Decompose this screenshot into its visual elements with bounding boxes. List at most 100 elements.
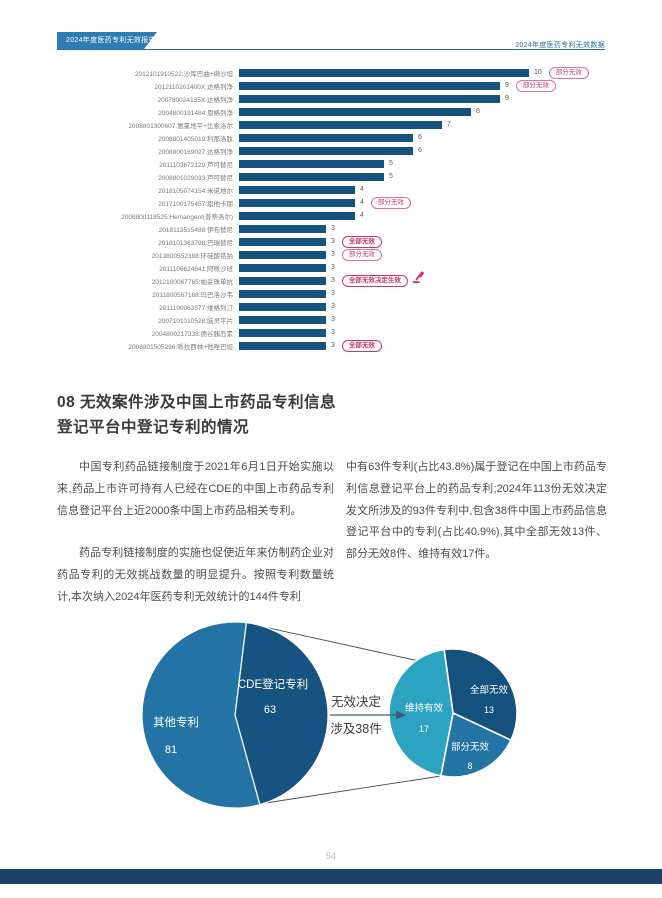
- bar-label: 2018101363798:巴瑞替尼: [158, 239, 233, 247]
- body-right-column: 中有63件专利(占比43.8%)属于登记在中国上市药品专利信息登记平台上的药品专…: [346, 457, 607, 566]
- bar-row: 200780024135X:达格列净 9: [57, 92, 617, 105]
- bar-value: 6: [418, 134, 422, 141]
- bar-value: 9: [505, 95, 509, 102]
- slice-value: 8: [467, 761, 472, 771]
- paragraph: 中有63件专利(占比43.8%)属于登记在中国上市药品专利信息登记平台上的药品专…: [346, 461, 607, 561]
- bar-value: 3: [331, 264, 335, 271]
- pie-slice: [443, 648, 518, 742]
- pie-decision-outcomes: [388, 648, 518, 778]
- bar-label: 2008800118525:Hemangeol(普萘洛尔): [121, 213, 233, 221]
- bar-label: 2008800169027:达格列净: [158, 148, 233, 156]
- bar-value: 5: [389, 160, 393, 167]
- bar: [239, 250, 326, 259]
- bar-label: 2012101910522:沙库巴曲+缬沙坦: [134, 70, 233, 78]
- bar-label: 2011100063577:维格列汀: [159, 304, 233, 312]
- gavel-icon: [412, 270, 425, 289]
- bar-row: 2008801505296:哌拉西林+他唑巴坦 3 全部无效: [57, 339, 617, 352]
- annotation-line2: 涉及38件: [330, 722, 381, 736]
- bar-row: 2012100067765:帕妥珠单抗 3 全部无效决定生效: [57, 270, 617, 289]
- bar: [239, 315, 326, 324]
- bar: [239, 341, 326, 350]
- bar-label: 2008801405019:利那洛肽: [158, 135, 233, 143]
- header-data-tag: 2024年度医药专利无效数据: [515, 42, 605, 49]
- bar-value: 3: [331, 290, 335, 297]
- bar-value: 9: [505, 82, 509, 89]
- pie-registered-vs-other: [141, 621, 329, 809]
- footer-bar: [0, 869, 662, 884]
- callout-line-bottom: [258, 775, 442, 805]
- bar-row: 2008801405019:利那洛肽 6: [57, 131, 617, 144]
- bar-row: 2013800552388:环硅酸锆钠 3 部分无效: [57, 248, 617, 261]
- bar-value: 3: [331, 277, 335, 284]
- bar-label: 2008801029033:芦可替尼: [158, 174, 233, 182]
- bar: [239, 107, 471, 116]
- bar: [239, 224, 326, 233]
- status-badge: 部分无效: [548, 66, 589, 79]
- bar-row: 2017100175457:恩他卡朋 4 部分无效: [57, 196, 617, 209]
- bar: [239, 146, 413, 155]
- paragraph: 药品专利链接制度的实施也促使近年来仿制药企业对药品专利的无效挑战数量的明显提升。…: [57, 547, 334, 603]
- bar-row: 2012101910522:沙库巴曲+缬沙坦 10 部分无效: [57, 66, 617, 79]
- header-report-tag: 2024年度医药专利无效报告: [57, 32, 157, 49]
- bar-row: 2007101010528:脑灵平片 3: [57, 313, 617, 326]
- callout-line-top: [245, 622, 420, 662]
- bar-row: 2011100063577:维格列汀 3: [57, 300, 617, 313]
- bar-value: 7: [447, 121, 451, 128]
- bar-value: 3: [331, 342, 335, 349]
- pie-slice: [388, 648, 454, 777]
- pie-slice: [141, 621, 261, 809]
- bar: [239, 289, 326, 298]
- bar: [239, 276, 326, 285]
- bar: [239, 328, 326, 337]
- bar-label: 2013800552388:环硅酸锆钠: [151, 252, 233, 260]
- slice-label: 维持有效: [405, 702, 444, 714]
- bar-row: 2018113515488:伊布替尼 3: [57, 222, 617, 235]
- bar-label: 2012110201400X:达格列净: [154, 83, 233, 91]
- bar: [239, 68, 529, 77]
- bar-row: 2008800118525:Hemangeol(普萘洛尔) 4: [57, 209, 617, 222]
- header-divider: [57, 49, 605, 50]
- bar-label: 2007101010528:脑灵平片: [158, 317, 233, 325]
- paragraph: 中国专利药品链接制度于2021年6月1日开始实施以来,药品上市许可持有人已经在C…: [57, 461, 334, 517]
- bar: [239, 159, 384, 168]
- section-heading-line2: 登记平台中登记专利的情况: [57, 419, 250, 436]
- pie-figure: 其他专利 81 CDE登记专利 63 无效决定 涉及38件 维持有效 17 全部…: [141, 621, 518, 809]
- bar: [239, 94, 500, 103]
- arrow-head-icon: [396, 710, 406, 720]
- bar-chart-rows: 2012101910522:沙库巴曲+缬沙坦 10 部分无效 201211020140…: [57, 66, 617, 352]
- bar-value: 3: [331, 251, 335, 258]
- slice-label: 其他专利: [153, 715, 199, 729]
- bar-row: 2004800191484:恩格列净 8: [57, 105, 617, 118]
- bar-row: 2008801300607:氨氯地平+比索洛尔 7: [57, 118, 617, 131]
- bar: [239, 120, 442, 129]
- bar-value: 8: [476, 108, 480, 115]
- bar-value: 4: [360, 199, 364, 206]
- bar-value: 3: [331, 303, 335, 310]
- slice-label: 全部无效: [470, 684, 509, 696]
- bar: [239, 237, 326, 246]
- bar-label: 2011800567168:玛巴洛沙韦: [152, 291, 233, 299]
- bar-value: 5: [389, 173, 393, 180]
- bar-label: 2012100067765:帕妥珠单抗: [151, 278, 233, 286]
- status-badge: 部分无效: [515, 79, 556, 92]
- bar-value: 3: [331, 238, 335, 245]
- pie-slice: [440, 712, 512, 778]
- patent-invalidation-bar-chart: 2012101910522:沙库巴曲+缬沙坦 10 部分无效 201211020140…: [57, 66, 617, 352]
- section-heading-line1: 08 无效案件涉及中国上市药品专利信息: [57, 394, 337, 411]
- bar: [239, 302, 326, 311]
- bar: [239, 172, 384, 181]
- bar-row: 2004800217338:德谷胰岛素 3: [57, 326, 617, 339]
- bar: [239, 263, 326, 272]
- bar-label: 2011103672129:芦可替尼: [159, 161, 233, 169]
- status-badge: 部分无效: [370, 196, 411, 209]
- status-badge: 全部无效: [341, 235, 382, 248]
- bar-row: 2011103672129:芦可替尼 5: [57, 157, 617, 170]
- bar-row: 2008800169027:达格列净 6: [57, 144, 617, 157]
- body-left-column: 中国专利药品链接制度于2021年6月1日开始实施以来,药品上市许可持有人已经在C…: [57, 457, 334, 609]
- bar-value: 6: [418, 147, 422, 154]
- bar: [239, 211, 355, 220]
- slice-value: 63: [264, 704, 276, 716]
- bar-value: 4: [360, 186, 364, 193]
- pie-slice: [234, 622, 329, 806]
